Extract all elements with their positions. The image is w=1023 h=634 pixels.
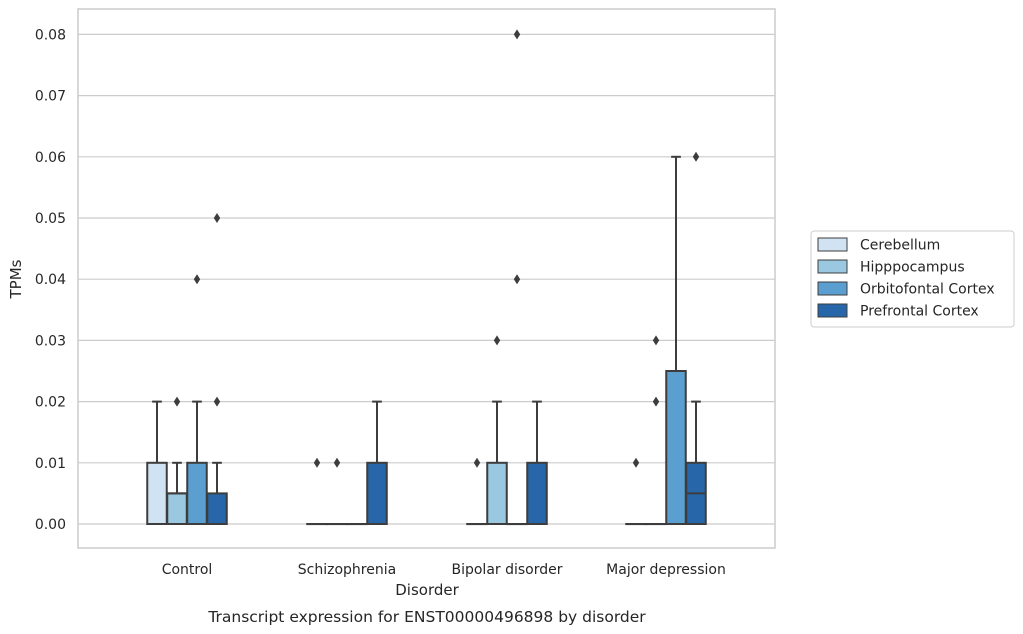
outlier-point — [213, 213, 221, 223]
box-orbitofontal-cortex — [506, 29, 528, 526]
box-cerebellum — [625, 457, 647, 526]
box-body — [146, 461, 168, 525]
box-body — [526, 461, 548, 525]
outlier-point — [493, 335, 501, 346]
box-cerebellum — [146, 400, 168, 525]
y-tick-label: 0.02 — [35, 395, 66, 411]
box-cerebellum — [306, 457, 328, 526]
box-body — [166, 492, 188, 525]
y-tick-label: 0.07 — [35, 89, 66, 105]
outlier-point — [652, 335, 660, 346]
box-hipppocampus — [166, 396, 188, 525]
legend-label-orbitofontal-cortex: Orbitofontal Cortex — [860, 282, 995, 298]
outlier-point — [173, 396, 181, 407]
legend-swatch-cerebellum — [817, 237, 848, 252]
y-axis-title: TPMs — [7, 259, 25, 299]
box-hipppocampus — [486, 335, 508, 525]
legend-swatch-hipppocampus — [817, 259, 848, 274]
outlier-point — [652, 396, 660, 407]
box-prefrontal-cortex — [685, 151, 707, 525]
legend-label-prefrontal-cortex: Prefrontal Cortex — [860, 304, 979, 320]
y-tick-label: 0.08 — [35, 27, 66, 43]
box-hipppocampus — [645, 335, 667, 526]
x-tick-label: Schizophrenia — [298, 562, 396, 578]
outlier-point — [313, 457, 321, 468]
y-tick-label: 0.01 — [35, 456, 66, 472]
outlier-point — [632, 457, 640, 468]
legend: Cerebellum Hipppocampus Orbitofontal Cor… — [810, 230, 1015, 328]
y-tick-label: 0.06 — [35, 150, 66, 166]
legend-label-cerebellum: Cerebellum — [860, 238, 940, 254]
x-tick-labels: Control Schizophrenia Bipolar disorder Majo… — [162, 562, 726, 578]
outlier-point — [333, 457, 341, 468]
x-axis-title: Disorder — [395, 581, 459, 599]
outlier-point — [513, 274, 521, 285]
y-tick-label: 0.00 — [35, 517, 66, 533]
chart-caption: Transcript expression for ENST0000049689… — [207, 608, 646, 626]
outlier-point — [193, 274, 201, 285]
y-tick-label: 0.05 — [35, 211, 66, 227]
box-prefrontal-cortex — [366, 400, 388, 525]
outlier-point — [513, 29, 521, 40]
legend-frame — [810, 230, 1015, 328]
box-prefrontal-cortex — [206, 213, 228, 525]
box-body — [206, 492, 228, 525]
outlier-point — [213, 396, 221, 407]
x-tick-label: Major depression — [606, 562, 726, 578]
box-hipppocampus — [326, 457, 348, 526]
legend-swatch-prefrontal-cortex — [817, 303, 848, 318]
box-body — [665, 370, 687, 525]
x-tick-label: Bipolar disorder — [451, 562, 562, 578]
box-prefrontal-cortex — [526, 400, 548, 525]
box-plot-series — [146, 29, 707, 526]
y-tick-label: 0.04 — [35, 272, 66, 288]
legend-swatch-orbitofontal-cortex — [817, 281, 848, 296]
box-body — [486, 461, 508, 525]
box-orbitofontal-cortex — [186, 274, 208, 525]
plot-frame — [77, 8, 776, 549]
outlier-point — [692, 151, 700, 162]
y-tick-labels: 0.00 0.01 0.02 0.03 0.04 0.05 0.06 0.07 0.08 — [35, 27, 66, 533]
y-tick-label: 0.03 — [35, 333, 66, 349]
x-tick-label: Control — [162, 562, 213, 578]
box-orbitofontal-cortex — [665, 155, 687, 525]
box-cerebellum — [466, 457, 488, 526]
outlier-point — [473, 457, 481, 468]
box-body — [186, 461, 208, 525]
legend-label-hipppocampus: Hipppocampus — [860, 260, 965, 276]
box-body — [366, 461, 388, 525]
